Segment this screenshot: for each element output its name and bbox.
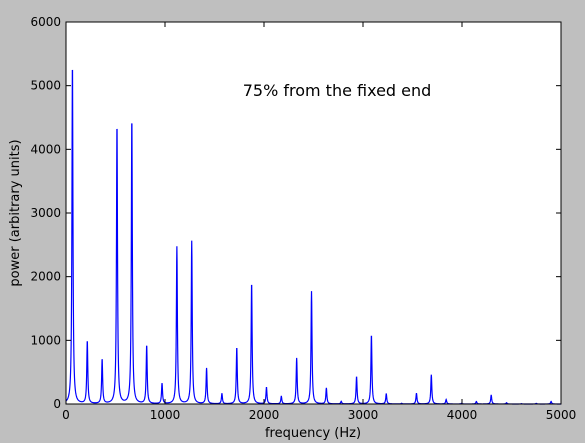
y-axis-label: power (arbitrary units) <box>8 139 23 286</box>
y-tick-label: 1000 <box>30 333 61 347</box>
x-tick-label: 0 <box>62 408 70 422</box>
x-axis-label: frequency (Hz) <box>265 426 361 441</box>
y-tick-label: 5000 <box>30 79 61 93</box>
chart-annotation: 75% from the fixed end <box>243 81 432 100</box>
y-tick-label: 6000 <box>30 15 61 29</box>
x-tick-label: 3000 <box>348 408 379 422</box>
y-axis: 0 1000 2000 3000 4000 5000 6000 <box>30 15 561 411</box>
plot-area <box>66 22 561 404</box>
x-tick-label: 2000 <box>249 408 280 422</box>
y-tick-label: 4000 <box>30 142 61 156</box>
x-tick-label: 1000 <box>150 408 181 422</box>
x-axis: 0 1000 2000 3000 4000 5000 <box>62 22 576 422</box>
x-tick-label: 4000 <box>447 408 478 422</box>
x-tick-label: 5000 <box>546 408 577 422</box>
y-tick-label: 3000 <box>30 206 61 220</box>
y-tick-label: 2000 <box>30 270 61 284</box>
y-tick-label: 0 <box>53 397 61 411</box>
